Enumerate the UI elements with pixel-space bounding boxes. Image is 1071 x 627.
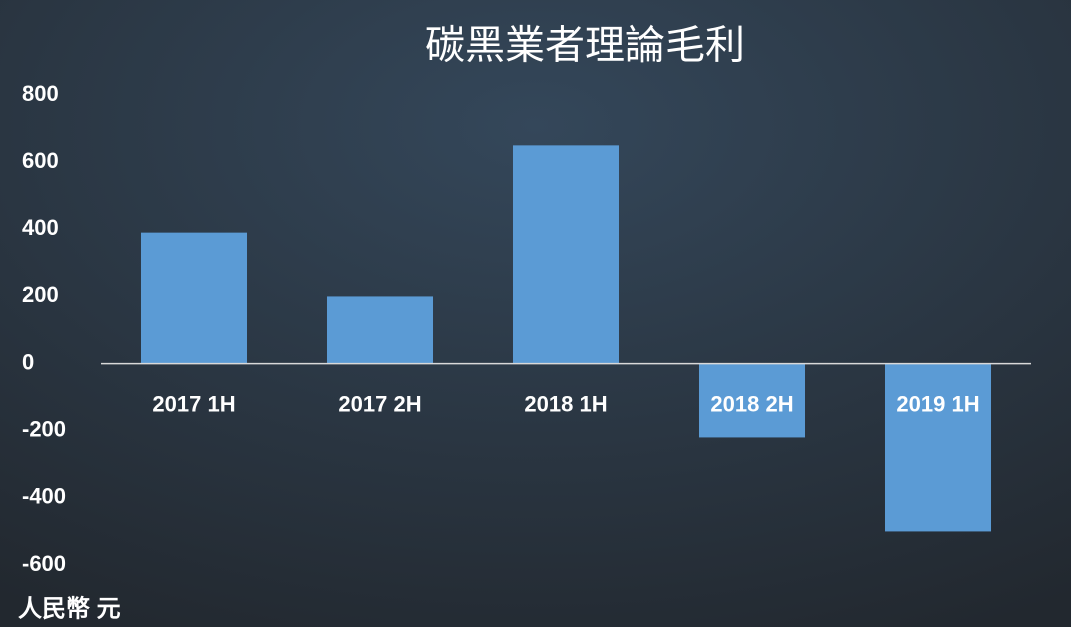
y-tick-label: -600 (22, 551, 66, 576)
y-tick-label: 0 (22, 349, 34, 374)
x-tick-label: 2019 1H (896, 391, 979, 416)
y-tick-label: 800 (22, 81, 59, 106)
chart-title: 碳黑業者理論毛利 (425, 24, 745, 68)
y-tick-label: 400 (22, 215, 59, 240)
bar (512, 145, 620, 364)
y-tick-label: -400 (22, 484, 66, 509)
bar (140, 232, 248, 364)
x-tick-label: 2017 1H (152, 391, 235, 416)
x-tick-label: 2018 1H (524, 391, 607, 416)
y-tick-label: -200 (22, 417, 66, 442)
y-tick-label: 600 (22, 148, 59, 173)
bar (884, 363, 992, 532)
y-axis-label: 人民幣 元 (18, 595, 121, 622)
x-tick-label: 2017 2H (338, 391, 421, 416)
y-tick-label: 200 (22, 282, 59, 307)
bar (326, 296, 434, 364)
x-tick-label: 2018 2H (710, 391, 793, 416)
bar (698, 363, 806, 438)
